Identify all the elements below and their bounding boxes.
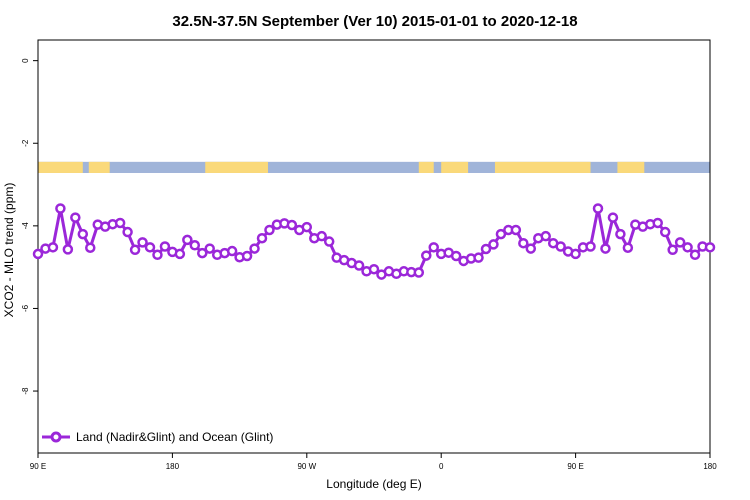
data-point [62, 244, 74, 255]
legend-label: Land (Nadir&Glint) and Ocean (Glint) [76, 430, 273, 444]
data-point [659, 226, 671, 238]
map-band-land [88, 161, 110, 173]
data-point [85, 242, 96, 253]
y-axis-label: XCO2 - MLO trend (ppm) [2, 183, 16, 318]
data-point [249, 243, 260, 254]
x-tick-label: 180 [166, 462, 180, 471]
data-point [241, 250, 253, 262]
data-point [368, 263, 380, 275]
data-point [600, 243, 611, 254]
data-point [570, 248, 581, 260]
data-point [473, 252, 484, 263]
legend: Land (Nadir&Glint) and Ocean (Glint) [42, 430, 273, 444]
data-point [413, 267, 425, 278]
data-point [540, 230, 551, 242]
data-point [77, 228, 89, 240]
x-tick-label: 180 [703, 462, 717, 471]
y-tick-label: -8 [21, 387, 30, 395]
x-axis-label: Longitude (deg E) [326, 477, 421, 491]
y-tick-label: -2 [21, 139, 30, 147]
data-point [353, 260, 365, 271]
data-point [159, 241, 171, 252]
data-point [689, 249, 701, 261]
map-band-ocean [38, 161, 710, 173]
y-tick-label: 0 [21, 58, 30, 63]
map-band-land [418, 161, 434, 173]
map-band [38, 161, 710, 173]
data-point [286, 219, 298, 231]
data-point [323, 236, 335, 247]
x-tick-label: 90 E [567, 462, 583, 471]
data-point [122, 226, 133, 238]
data-point [70, 212, 81, 223]
data-point [174, 248, 186, 260]
data-point [495, 228, 507, 240]
x-tick-label: 0 [439, 462, 444, 471]
data-point [144, 242, 156, 253]
map-band-land [441, 161, 469, 173]
data-point [555, 241, 566, 252]
data-point [421, 250, 432, 261]
map-band-land [205, 161, 268, 173]
y-tick-label: -6 [21, 304, 30, 312]
data-point [450, 250, 462, 262]
data-point [137, 237, 148, 248]
map-band-land [617, 161, 645, 173]
data-point [585, 241, 596, 252]
data-point [47, 242, 59, 253]
data-point [592, 203, 604, 214]
data-point [55, 203, 66, 214]
data-point [182, 234, 193, 246]
data-point [488, 239, 499, 250]
x-axis: 90 E 180 90 W 0 90 E 180 [30, 453, 717, 471]
data-point [704, 242, 716, 253]
data-point [607, 212, 619, 223]
data-point [622, 242, 634, 253]
data-point [204, 243, 215, 254]
data-point [510, 224, 522, 236]
data-point [226, 245, 238, 257]
data-point [428, 242, 439, 253]
data-point [152, 249, 163, 261]
data-point [301, 221, 313, 233]
legend-marker [50, 431, 62, 443]
x-tick-label: 90 E [30, 462, 46, 471]
data-point [129, 244, 141, 256]
map-band-land [494, 161, 591, 173]
y-tick-label: -4 [21, 222, 30, 230]
series-layer [32, 203, 716, 280]
x-tick-label: 90 W [297, 462, 316, 471]
data-point [32, 248, 44, 260]
map-band-land [38, 161, 83, 173]
data-point [518, 237, 529, 249]
data-point [652, 217, 663, 229]
y-axis: 0 -2 -4 -6 -8 [21, 58, 38, 395]
data-point [114, 217, 126, 229]
data-point [189, 240, 201, 251]
data-point [316, 230, 327, 242]
chart-title: 32.5N-37.5N September (Ver 10) 2015-01-0… [172, 13, 577, 30]
data-point [682, 242, 693, 253]
data-point [256, 232, 268, 244]
data-point [667, 244, 678, 256]
data-point [480, 243, 492, 255]
data-point [674, 237, 686, 248]
data-point [264, 224, 275, 236]
data-point [525, 243, 537, 254]
data-point [197, 247, 208, 259]
data-point [615, 228, 626, 240]
